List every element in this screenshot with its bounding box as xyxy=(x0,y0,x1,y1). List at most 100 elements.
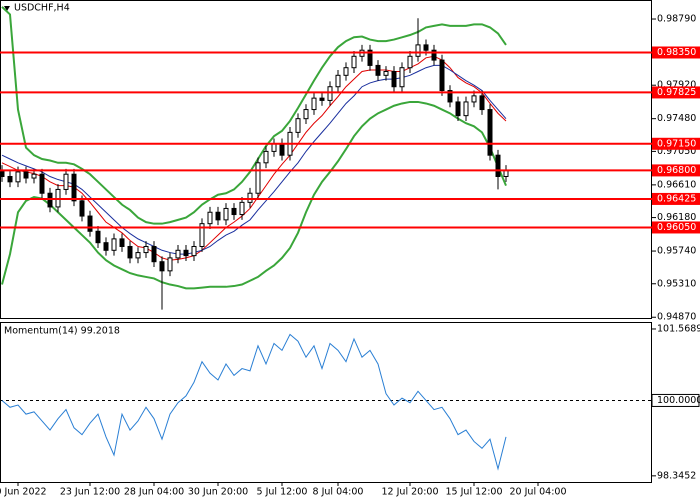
candle-body xyxy=(327,86,333,101)
candle-body xyxy=(479,95,485,111)
candle-body xyxy=(447,90,453,103)
candle-body xyxy=(423,44,429,51)
candle-body xyxy=(159,261,165,272)
momentum-y-tick-label: 98.3452 xyxy=(657,470,696,481)
candle-body xyxy=(223,207,229,221)
candle-body xyxy=(31,173,37,179)
candle-body xyxy=(127,245,133,259)
candle-body xyxy=(495,154,501,177)
level-label-box xyxy=(652,221,700,234)
candle-body xyxy=(143,245,149,254)
candle-body xyxy=(63,173,69,190)
candle-body xyxy=(103,242,109,251)
symbol-menu-icon[interactable] xyxy=(4,6,10,11)
band-line xyxy=(1,100,507,290)
level-label: 0.97825 xyxy=(657,87,696,98)
x-tick-label: 5 Jul 12:00 xyxy=(257,487,308,498)
level-label: 0.96800 xyxy=(657,165,696,176)
candle-body xyxy=(215,211,221,221)
candle-body xyxy=(375,64,381,76)
level-label: 0.97150 xyxy=(657,138,696,149)
y-tick-label: 0.96610 xyxy=(657,179,696,190)
y-tick-label: 0.94870 xyxy=(657,312,696,323)
candle-body xyxy=(319,97,325,101)
y-tick-label: 0.95310 xyxy=(657,278,696,289)
momentum-line xyxy=(1,333,507,471)
candle-body xyxy=(95,230,101,244)
level-label: 0.98350 xyxy=(657,47,696,58)
momentum-level-box xyxy=(651,393,700,407)
level-label-box xyxy=(652,137,700,150)
y-tick-label: 0.97050 xyxy=(657,146,696,157)
candle-body xyxy=(463,101,469,117)
x-tick-label: 23 Jun 12:00 xyxy=(60,487,120,498)
momentum-y-tick-label: 101.5689 xyxy=(657,323,700,334)
candle-body xyxy=(431,49,437,61)
band-line xyxy=(1,6,507,225)
candle-body xyxy=(343,67,349,76)
y-tick-label: 0.98790 xyxy=(657,14,696,25)
y-tick-label: 0.97480 xyxy=(657,113,696,124)
candle-body xyxy=(231,207,237,216)
candle-body xyxy=(415,44,421,57)
y-tick-label: 0.96180 xyxy=(657,212,696,223)
x-tick-label: 8 Jul 04:00 xyxy=(313,487,364,498)
candle-body xyxy=(167,257,173,272)
candle-body xyxy=(111,238,117,251)
level-label-box xyxy=(652,86,700,99)
candle-body xyxy=(191,245,197,257)
y-tick-label: 0.97920 xyxy=(657,80,696,91)
momentum-y-tick-label: 100.0000 xyxy=(657,395,700,406)
candle-body xyxy=(439,59,445,92)
level-label-box xyxy=(652,164,700,177)
candle-body xyxy=(239,201,245,216)
candle-body xyxy=(183,249,189,257)
candle-body xyxy=(263,150,269,164)
x-tick-label: 20 Jun 2022 xyxy=(0,487,47,498)
candle-body xyxy=(487,109,493,156)
candle-body xyxy=(351,55,357,69)
candle-body xyxy=(39,173,45,194)
price-panel-frame xyxy=(0,0,652,319)
candle-body xyxy=(119,238,125,247)
candle-body xyxy=(175,249,181,259)
candle-body xyxy=(391,71,397,88)
level-label-box xyxy=(652,46,700,59)
candle-body xyxy=(199,223,205,247)
candle-body xyxy=(255,162,261,194)
candle-body xyxy=(311,97,317,111)
candle-body xyxy=(303,109,309,120)
momentum-title: Momentum(14) 99.2018 xyxy=(4,326,120,337)
candle-body xyxy=(399,67,405,88)
x-tick-label: 28 Jun 04:00 xyxy=(124,487,184,498)
x-tick-label: 12 Jul 20:00 xyxy=(382,487,439,498)
symbol-title: USDCHF,H4 xyxy=(14,3,70,14)
level-label-box xyxy=(652,192,700,205)
moving-average xyxy=(1,55,507,261)
candle-body xyxy=(335,74,341,88)
candle-body xyxy=(455,101,461,117)
candle-body xyxy=(279,143,285,156)
x-tick-label: 15 Jul 12:00 xyxy=(446,487,503,498)
candle-body xyxy=(367,49,373,66)
x-tick-label: 20 Jul 04:00 xyxy=(510,487,567,498)
candle-body xyxy=(71,173,77,202)
candle-body xyxy=(471,95,477,103)
candle-body xyxy=(87,215,93,232)
candle-body xyxy=(47,192,53,208)
level-label: 0.96050 xyxy=(657,222,696,233)
level-label: 0.96425 xyxy=(657,193,696,204)
candle-body xyxy=(383,71,389,76)
y-tick-label: 0.95740 xyxy=(657,246,696,257)
candle-body xyxy=(79,200,85,217)
candle-body xyxy=(295,118,301,133)
candle-body xyxy=(271,143,277,152)
candle-body xyxy=(23,171,29,179)
candle-body xyxy=(407,55,413,69)
x-tick-label: 30 Jun 20:00 xyxy=(188,487,248,498)
candle-body xyxy=(207,211,213,225)
candle-body xyxy=(247,192,253,203)
plot: 0.98790 0.97920 0.97480 0.97050 0.96610 0.961… xyxy=(0,6,700,498)
moving-average xyxy=(1,64,507,255)
candle-body xyxy=(7,175,13,183)
